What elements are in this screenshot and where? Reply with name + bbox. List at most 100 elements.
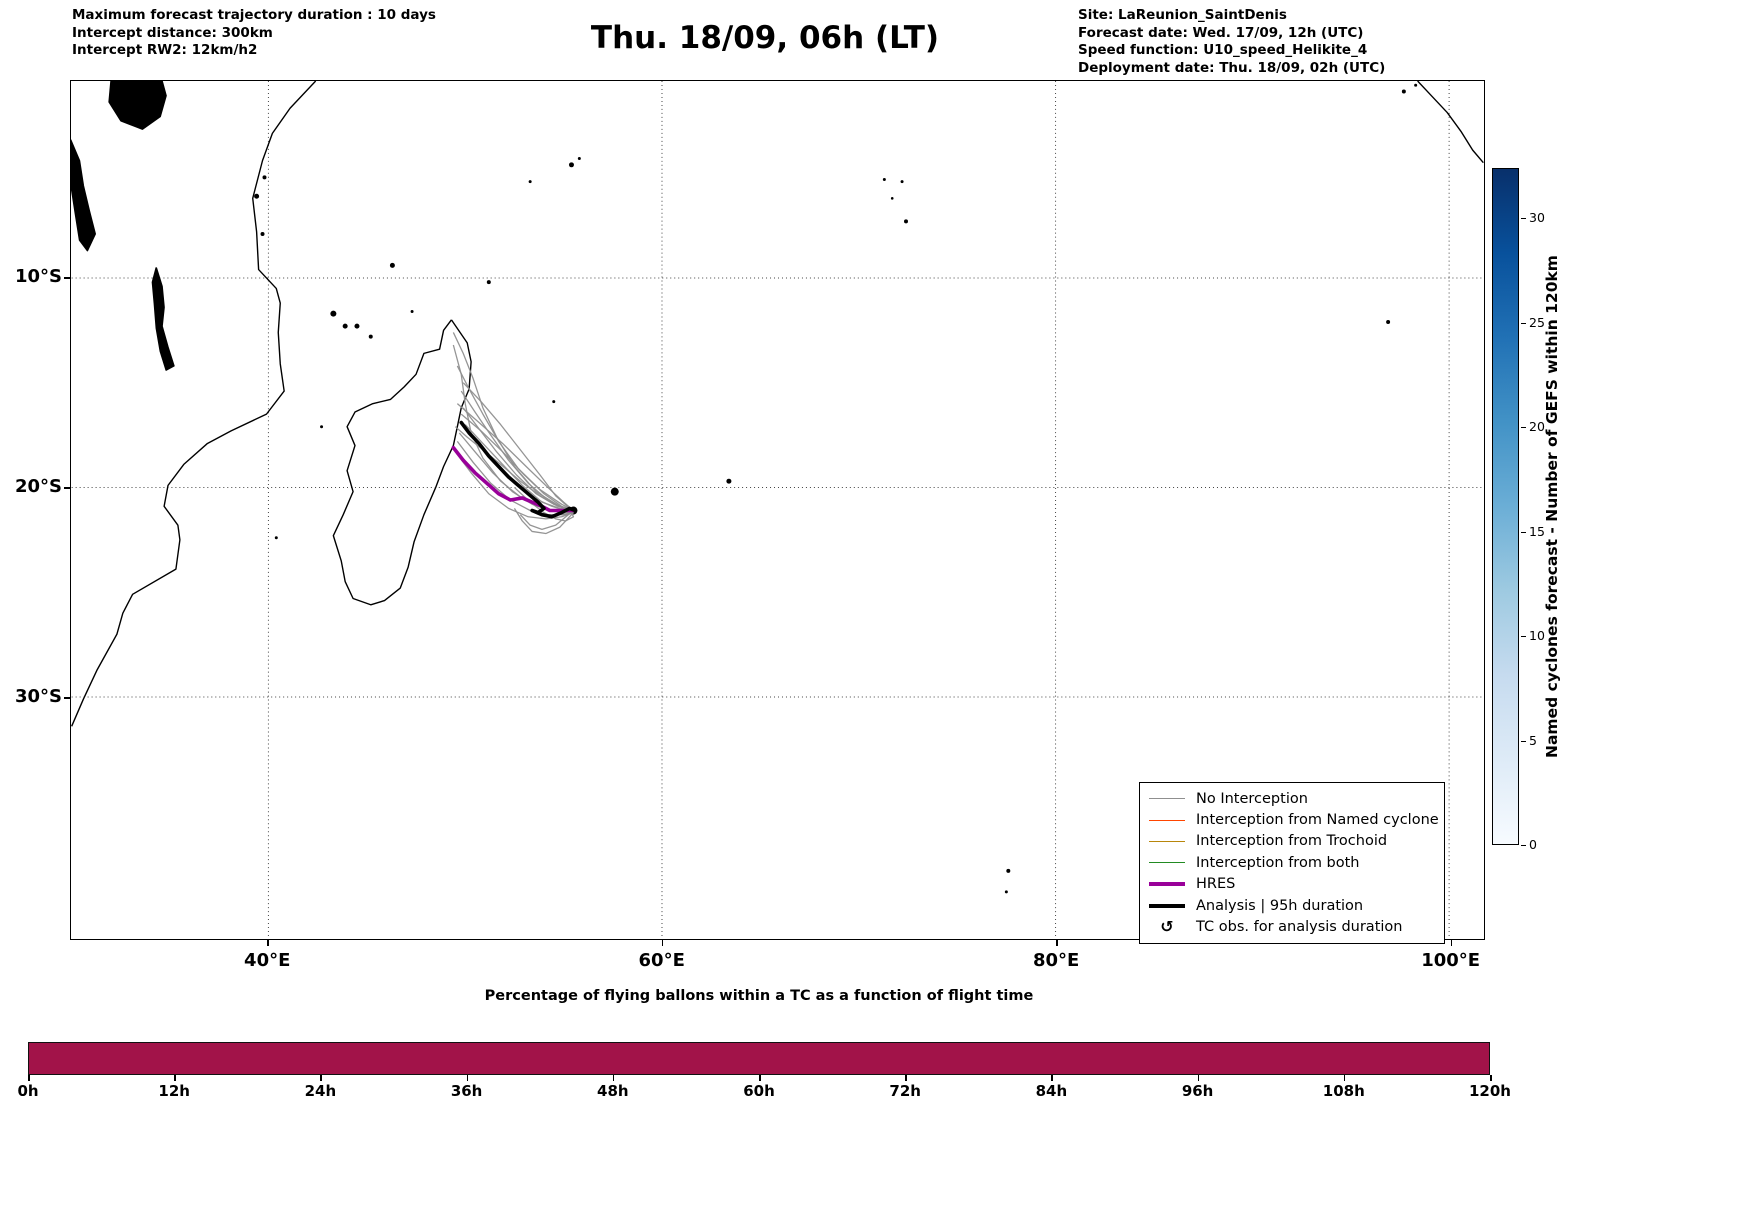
- island-marker: [568, 162, 574, 168]
- hres-trajectory: [451, 445, 576, 513]
- forecast-date-line: Forecast date: Wed. 17/09, 12h (UTC): [1078, 24, 1364, 41]
- island-marker: [1006, 868, 1011, 873]
- legend-row: ↺ TC obs. for analysis duration: [1149, 916, 1435, 937]
- lake-tanganyika-coastline: [71, 139, 96, 252]
- island-marker: [1401, 89, 1406, 94]
- map-canvas: [71, 81, 1484, 939]
- legend-row: Interception from both: [1149, 852, 1435, 873]
- flight-tick-label: 84h: [1035, 1082, 1068, 1100]
- island-marker: [320, 425, 324, 429]
- island-marker: [726, 478, 732, 484]
- legend-line-sample: [1149, 840, 1185, 842]
- colorbar-tick-mark: [1521, 845, 1526, 847]
- legend-line-sample: [1149, 882, 1185, 887]
- ensemble-trajectory: [519, 509, 574, 531]
- lon-tick-label: 80°E: [1033, 950, 1080, 971]
- flight-tick-mark: [905, 1075, 907, 1081]
- colorbar-tick-mark: [1521, 427, 1526, 429]
- lat-tick-mark: [64, 277, 70, 279]
- flight-tick-label: 96h: [1181, 1082, 1214, 1100]
- lon-tick-mark: [267, 940, 269, 946]
- island-marker: [577, 157, 581, 161]
- flight-tick-mark: [28, 1075, 30, 1081]
- flight-tick-mark: [466, 1075, 469, 1081]
- island-marker: [274, 536, 278, 540]
- lat-tick-mark: [64, 697, 70, 699]
- colorbar-tick-label: 20: [1529, 419, 1545, 435]
- lake-malawi-coastline: [151, 267, 175, 371]
- colorbar-tick-mark: [1521, 218, 1526, 220]
- island-marker: [610, 487, 619, 496]
- header-left-line-2: Intercept distance: 300km: [72, 24, 273, 41]
- flight-tick-mark: [320, 1075, 322, 1081]
- flight-tick-mark: [1490, 1075, 1492, 1081]
- flight-tick-label: 120h: [1469, 1082, 1511, 1100]
- ensemble-trajectory: [460, 390, 574, 512]
- island-marker: [904, 219, 908, 224]
- legend-line: [1149, 903, 1185, 908]
- legend-label: Analysis | 95h duration: [1196, 897, 1364, 914]
- madagascar-coastline: [332, 319, 472, 606]
- flight-tick-label: 24h: [304, 1082, 337, 1100]
- flight-tick-label: 48h: [597, 1082, 629, 1100]
- ensemble-trajectory: [513, 508, 574, 535]
- colorbar-tick-mark: [1521, 531, 1526, 533]
- header-info-right: Site: LaReunion_SaintDenis Forecast date…: [1078, 7, 1385, 77]
- deployment-date-line: Deployment date: Thu. 18/09, 02h (UTC): [1078, 59, 1386, 76]
- island-marker: [254, 193, 260, 199]
- flight-tick-mark: [1051, 1075, 1053, 1081]
- legend-row: Interception from Trochoid: [1149, 831, 1435, 852]
- island-marker: [410, 309, 414, 313]
- header-left-line-1: Maximum forecast trajectory duration : 1…: [72, 7, 436, 23]
- colorbar-tick-label: 25: [1529, 314, 1545, 330]
- legend-label: Interception from Trochoid: [1196, 833, 1388, 850]
- flight-tick-mark: [1343, 1075, 1346, 1081]
- flight-tick-mark: [612, 1075, 615, 1081]
- flight-tick-mark: [759, 1075, 761, 1081]
- ensemble-trajectory: [452, 332, 574, 512]
- lake-victoria-coastline: [108, 81, 167, 130]
- island-marker: [354, 323, 360, 329]
- flight-tick-label: 108h: [1322, 1082, 1365, 1100]
- legend-row: No Interception: [1149, 788, 1435, 809]
- colorbar-tick-mark: [1521, 740, 1526, 742]
- lat-tick-label: 20°S: [14, 476, 62, 498]
- header-info-left: Maximum forecast trajectory duration : 1…: [72, 7, 436, 60]
- ensemble-trajectory: [462, 382, 574, 512]
- lat-tick-label: 30°S: [14, 686, 62, 708]
- legend-label: No Interception: [1196, 790, 1308, 807]
- island-marker: [900, 180, 904, 184]
- island-marker: [528, 180, 532, 184]
- lon-tick-label: 40°E: [244, 950, 291, 971]
- island-marker: [1386, 319, 1391, 324]
- flight-tick-label: 12h: [158, 1082, 190, 1100]
- colorbar-tick-label: 15: [1529, 523, 1545, 539]
- flight-tick-label: 0h: [17, 1082, 39, 1100]
- legend-line: [1149, 882, 1185, 887]
- legend-label: Interception from both: [1196, 854, 1360, 871]
- lon-tick-mark: [1450, 940, 1453, 946]
- island-marker: [260, 231, 265, 236]
- island-marker: [342, 323, 348, 329]
- site-line: Site: LaReunion_SaintDenis: [1078, 7, 1287, 23]
- analysis-trajectory: [459, 420, 578, 519]
- flight-tick-label: 36h: [450, 1082, 483, 1100]
- legend-line: [1149, 862, 1185, 864]
- flight-tick-mark: [1197, 1075, 1200, 1081]
- island-marker: [389, 262, 395, 268]
- flight-bar-title: Percentage of flying ballons within a TC…: [484, 988, 1034, 1004]
- lon-tick-mark: [1056, 940, 1058, 946]
- figure-title: Thu. 18/09, 06h (LT): [590, 20, 940, 56]
- island-marker: [1004, 890, 1008, 894]
- legend-line-sample: [1149, 798, 1185, 800]
- flight-time-bar: [28, 1042, 1490, 1075]
- colorbar-tick-mark: [1521, 322, 1526, 324]
- island-marker: [368, 334, 373, 339]
- tc-obs-icon: ↺: [1149, 919, 1185, 935]
- island-marker: [882, 177, 886, 181]
- colorbar-tick-label: 0: [1529, 837, 1537, 852]
- rotate-arrow-icon: ↺: [1160, 917, 1174, 937]
- legend-line-sample: [1149, 862, 1185, 864]
- lon-tick-mark: [661, 940, 664, 946]
- colorbar: [1492, 168, 1519, 845]
